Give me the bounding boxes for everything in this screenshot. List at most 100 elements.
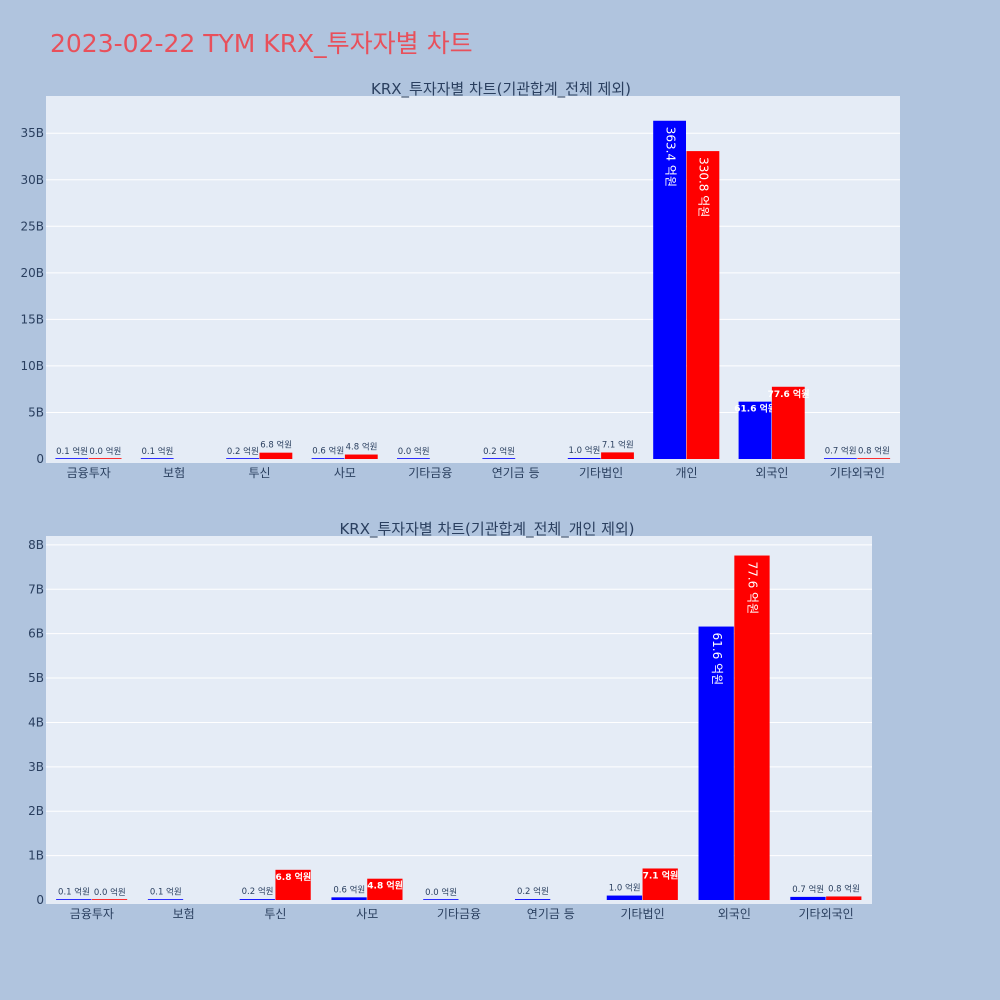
bar — [367, 878, 403, 900]
page-title: 2023-02-22 TYM KRX_투자자별 차트 — [50, 29, 473, 58]
bar — [55, 458, 89, 459]
bar — [259, 452, 293, 459]
data-label: 0.0 억원 — [89, 446, 121, 457]
data-label: 0.2 억원 — [517, 886, 549, 897]
bar — [606, 895, 643, 900]
data-label: 4.8 억원 — [346, 442, 378, 453]
bar — [567, 458, 601, 459]
bar — [653, 120, 686, 460]
data-label: 0.0 억원 — [398, 446, 430, 457]
data-label: 0.2 억원 — [483, 446, 515, 457]
data-label: 6.8 억원 — [260, 440, 292, 451]
data-label: 0.1 억원 — [56, 446, 88, 457]
bar — [734, 555, 770, 900]
bar — [423, 899, 459, 900]
data-label: 0.6 억원 — [312, 445, 344, 456]
data-label: 0.1 억원 — [58, 887, 90, 898]
x-tick-label: 외국인 — [718, 907, 751, 921]
bar — [344, 454, 378, 459]
bar — [790, 896, 826, 900]
bar — [331, 897, 367, 900]
x-tick-label: 기타외국인 — [799, 907, 854, 921]
bar — [771, 386, 805, 459]
data-label: 0.1 억원 — [142, 446, 174, 457]
y-tick-label: 3B — [28, 760, 44, 774]
data-label: 0.1 억원 — [150, 887, 182, 898]
x-tick-label: 투신 — [264, 907, 286, 921]
bar — [91, 899, 128, 900]
data-label: 0.2 억원 — [227, 446, 259, 457]
data-label: 0.0 억원 — [425, 887, 457, 898]
data-label: 0.0 억원 — [94, 887, 126, 898]
bar — [826, 896, 862, 900]
x-tick-label: 보험 — [173, 907, 195, 921]
x-tick-label: 기타금융 — [408, 466, 452, 480]
x-tick-label: 기타법인 — [579, 466, 623, 480]
y-tick-label: 30B — [20, 173, 44, 187]
x-tick-label: 기타법인 — [620, 907, 664, 921]
data-label: 0.2 억원 — [242, 886, 274, 897]
y-tick-label: 35B — [20, 126, 44, 140]
chart-title: KRX_투자자별 차트(기관합계_전체 제외) — [371, 80, 631, 99]
bar — [642, 868, 678, 900]
data-label: 0.8 억원 — [858, 445, 890, 456]
x-tick-label: 투신 — [248, 466, 270, 480]
chart-title: KRX_투자자별 차트(기관합계_전체_개인 제외) — [339, 520, 634, 539]
data-label: 0.6 억원 — [333, 884, 365, 895]
bar — [482, 458, 516, 459]
data-label: 77.6 억원 — [746, 562, 760, 615]
x-tick-label: 사모 — [356, 907, 378, 921]
data-label: 77.6 억원 — [768, 388, 810, 400]
bar — [698, 626, 734, 900]
x-tick-label: 외국인 — [755, 466, 788, 480]
data-label: 363.4 억원 — [663, 127, 677, 187]
bar — [56, 899, 92, 900]
x-tick-label: 연기금 등 — [492, 466, 540, 480]
bar — [226, 458, 259, 459]
y-tick-label: 7B — [28, 582, 44, 596]
data-label: 7.1 억원 — [643, 869, 679, 881]
y-tick-label: 4B — [28, 715, 44, 729]
chart-1: KRX_투자자별 차트(기관합계_전체 제외) 0 5B 10B 15B 20B 25B 30… — [20, 80, 900, 480]
data-label: 1.0 억원 — [609, 883, 641, 894]
bar — [311, 458, 345, 459]
chart-2: KRX_투자자별 차트(기관합계_전체_개인 제외) 0 1B 2B 3B 4B 5B 6B 7… — [28, 520, 872, 921]
y-tick-label: 5B — [28, 671, 44, 685]
bar — [686, 151, 720, 459]
bar — [88, 458, 122, 459]
bar — [823, 458, 857, 459]
bar — [396, 458, 430, 459]
data-label: 1.0 억원 — [569, 445, 601, 456]
bar — [147, 899, 184, 900]
x-tick-label: 금융투자 — [70, 907, 114, 921]
data-label: 0.8 억원 — [828, 883, 860, 894]
bar — [140, 458, 174, 459]
x-tick-label: 기타외국인 — [830, 466, 885, 480]
data-label: 61.6 억원 — [710, 633, 724, 686]
data-label: 0.7 억원 — [825, 445, 857, 456]
y-tick-label: 20B — [20, 266, 44, 280]
bar — [275, 869, 311, 900]
x-tick-label: 보험 — [163, 466, 185, 480]
data-label: 7.1 억원 — [602, 439, 634, 450]
y-tick-label: 0 — [36, 452, 44, 466]
data-label: 330.8 억원 — [697, 157, 711, 217]
y-tick-label: 10B — [20, 359, 44, 373]
bar — [514, 899, 551, 900]
x-tick-label: 기타금융 — [437, 907, 481, 921]
x-tick-label: 사모 — [334, 466, 356, 480]
y-tick-label: 15B — [20, 312, 44, 326]
y-tick-label: 5B — [28, 405, 44, 419]
x-tick-label: 개인 — [675, 466, 697, 480]
y-tick-label: 6B — [28, 627, 44, 641]
y-tick-label: 8B — [28, 538, 44, 552]
y-tick-label: 25B — [20, 219, 44, 233]
x-tick-label: 연기금 등 — [527, 907, 575, 921]
bar — [857, 458, 891, 459]
y-tick-label: 0 — [36, 893, 44, 907]
bar — [738, 401, 772, 459]
data-label: 6.8 억원 — [276, 871, 312, 883]
y-tick-label: 2B — [28, 804, 44, 818]
bar — [239, 899, 275, 900]
